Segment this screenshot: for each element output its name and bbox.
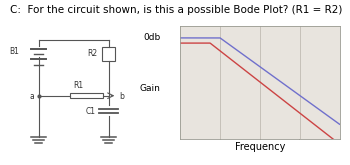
Text: b: b <box>119 92 124 101</box>
Text: B1: B1 <box>9 47 19 56</box>
Bar <box>70 93 103 98</box>
Text: C1: C1 <box>86 107 96 116</box>
Text: a: a <box>30 92 35 101</box>
Bar <box>102 47 115 61</box>
Text: Gain: Gain <box>139 84 160 93</box>
Text: R2: R2 <box>88 49 98 58</box>
Text: 0db: 0db <box>143 33 160 42</box>
X-axis label: Frequency: Frequency <box>235 142 285 152</box>
Text: R1: R1 <box>74 81 84 90</box>
Text: C:  For the circuit shown, is this a possible Bode Plot? (R1 = R2): C: For the circuit shown, is this a poss… <box>10 5 343 15</box>
